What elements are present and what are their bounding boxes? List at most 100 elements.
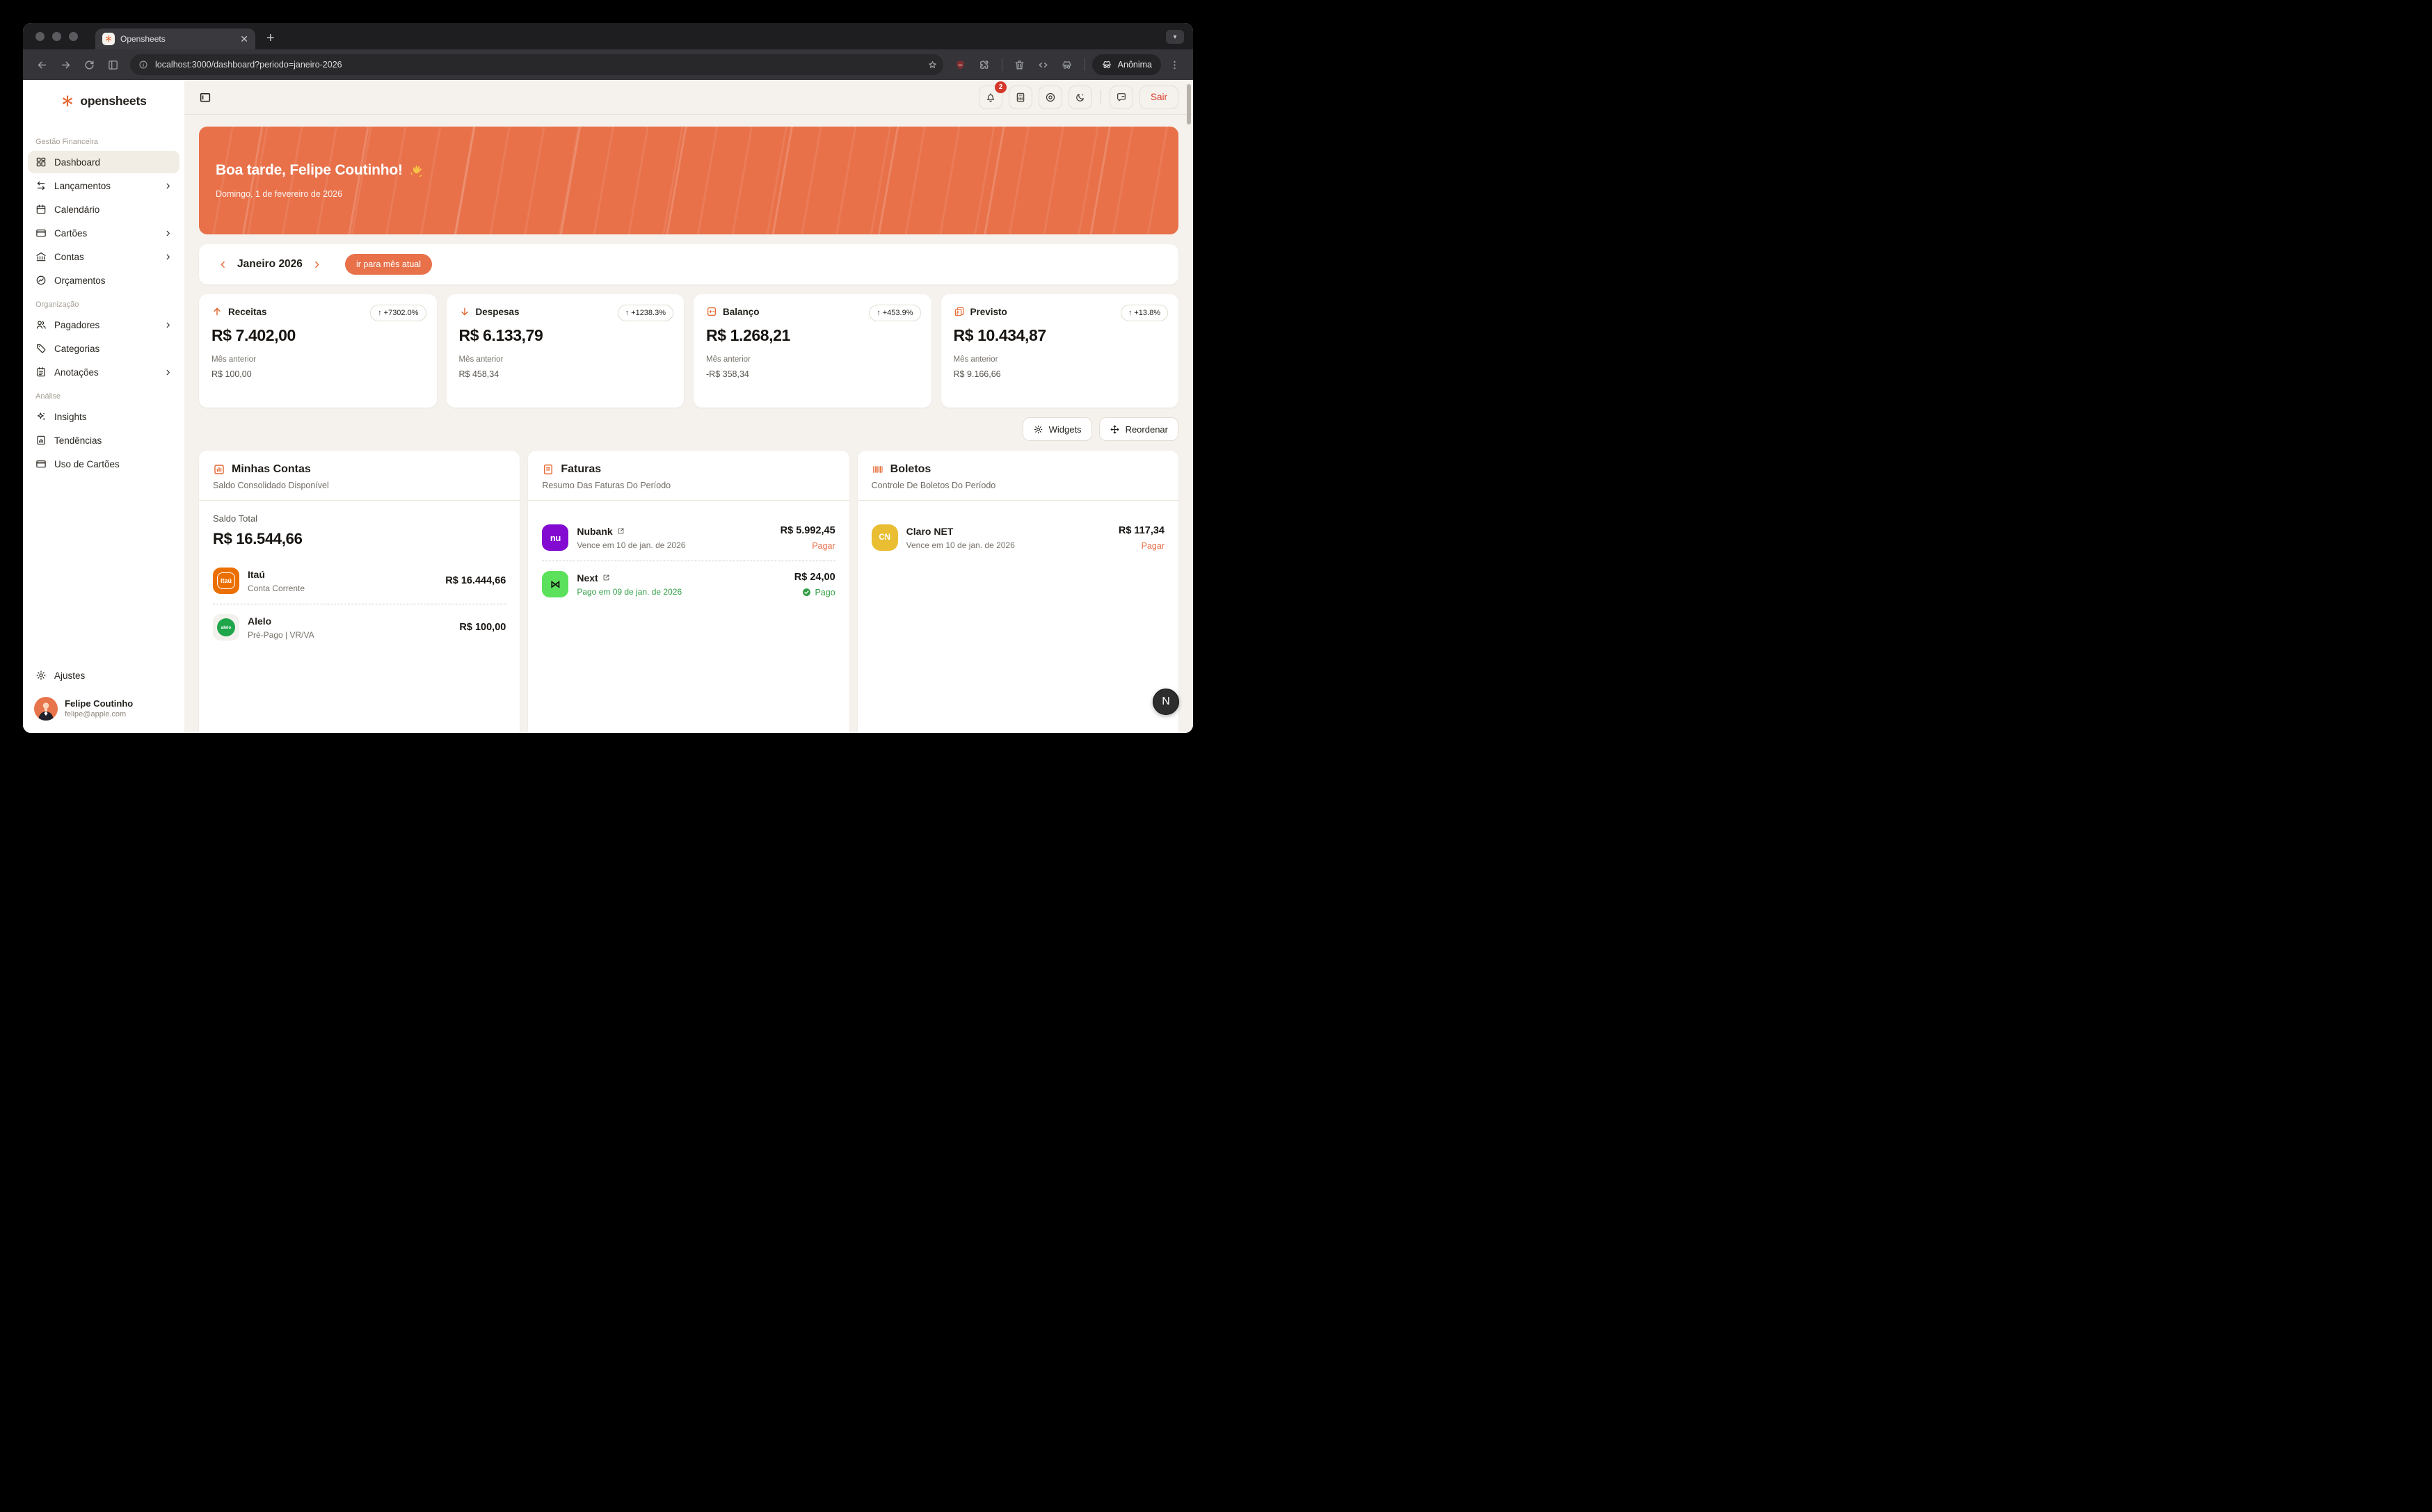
sidebar-item-lancamentos[interactable]: Lançamentos bbox=[28, 175, 179, 197]
reorder-button[interactable]: Reordenar bbox=[1098, 417, 1178, 441]
stat-title: Previsto bbox=[970, 306, 1007, 317]
dark-mode-button[interactable] bbox=[1068, 85, 1092, 109]
credit-card-icon bbox=[36, 460, 46, 468]
boleto-due: Vence em 10 de jan. de 2026 bbox=[906, 540, 1015, 550]
browser-window: Opensheets ✕ + ▾ localhost:3000/dashboar… bbox=[23, 23, 1193, 733]
sidebar-item-pagadores[interactable]: Pagadores bbox=[28, 314, 179, 336]
avatar bbox=[34, 697, 58, 721]
plus-minus-square-icon bbox=[706, 306, 717, 317]
gear-icon bbox=[36, 670, 46, 680]
new-tab-button[interactable]: + bbox=[266, 31, 275, 46]
external-link-icon[interactable] bbox=[617, 527, 625, 535]
url-bar[interactable]: localhost:3000/dashboard?periodo=janeiro… bbox=[130, 54, 943, 75]
back-icon[interactable] bbox=[31, 54, 52, 75]
trends-chart-icon bbox=[37, 435, 45, 445]
previous-month-chevron-icon[interactable] bbox=[214, 257, 232, 272]
close-window-button[interactable] bbox=[35, 32, 45, 41]
user-name: Felipe Coutinho bbox=[65, 698, 134, 709]
stat-badge: ↑ +7302.0% bbox=[370, 305, 426, 321]
itau-logo: itaú bbox=[213, 568, 239, 594]
bookmark-star-icon[interactable] bbox=[927, 60, 938, 70]
widgets-button[interactable]: Widgets bbox=[1022, 417, 1092, 441]
opensheets-favicon-icon bbox=[102, 33, 115, 45]
tab-search-chevron-icon[interactable]: ▾ bbox=[1166, 30, 1184, 44]
incognito-profile-badge[interactable]: Anônima bbox=[1091, 54, 1161, 75]
boleto-amount: R$ 117,34 bbox=[1118, 524, 1165, 536]
brand[interactable]: opensheets bbox=[23, 94, 184, 108]
sidebar-item-label: Calendário bbox=[54, 204, 100, 215]
stat-badge: ↑ +13.8% bbox=[1120, 305, 1168, 321]
sidebar-item-calendario[interactable]: Calendário bbox=[28, 198, 179, 220]
invoice-status-pagar[interactable]: Pagar bbox=[812, 540, 835, 551]
sidebar-item-orcamentos[interactable]: Orçamentos bbox=[28, 269, 179, 291]
stat-prev-label: Mês anterior bbox=[706, 355, 751, 364]
chat-icon bbox=[1117, 93, 1126, 102]
sidebar-item-ajustes[interactable]: Ajustes bbox=[28, 664, 179, 686]
stat-prev-value: R$ 100,00 bbox=[211, 369, 252, 379]
trash-icon[interactable] bbox=[1009, 54, 1030, 75]
sidebar-toggle-icon[interactable] bbox=[199, 91, 211, 104]
stat-value: R$ 6.133,79 bbox=[458, 326, 543, 344]
invoice-name: Next bbox=[577, 572, 598, 584]
account-row-itau[interactable]: itaú Itaú Conta Corrente R$ 16.444,66 bbox=[213, 561, 506, 601]
boleto-row-claro-net[interactable]: CN Claro NET Vence em 10 de jan. de 2026… bbox=[871, 517, 1165, 558]
sidebar-item-insights[interactable]: Insights bbox=[28, 405, 179, 428]
logout-button[interactable]: Sair bbox=[1139, 85, 1178, 109]
claro-net-logo: CN bbox=[871, 524, 898, 551]
window-controls[interactable] bbox=[35, 32, 78, 41]
boleto-status-pagar[interactable]: Pagar bbox=[1141, 540, 1165, 551]
stat-title: Despesas bbox=[475, 306, 520, 317]
browser-tab[interactable]: Opensheets ✕ bbox=[95, 29, 255, 49]
sidebar-item-tendencias[interactable]: Tendências bbox=[28, 429, 179, 451]
sidebar-item-label: Tendências bbox=[54, 435, 102, 446]
extensions-puzzle-icon[interactable] bbox=[974, 54, 995, 75]
current-month-button[interactable]: ir para mês atual bbox=[344, 254, 433, 275]
external-link-icon[interactable] bbox=[602, 574, 610, 581]
calculator-button[interactable] bbox=[1008, 85, 1032, 109]
stat-prev-value: R$ 458,34 bbox=[458, 369, 499, 379]
devtools-code-icon[interactable] bbox=[1033, 54, 1054, 75]
invoice-row-next[interactable]: ⋈ Next Pago em 09 de jan. de 2026 R$ 24,… bbox=[542, 564, 835, 604]
notifications-button[interactable]: 2 bbox=[978, 81, 1007, 109]
wave-emoji-icon bbox=[410, 165, 422, 177]
calendar-icon bbox=[36, 204, 46, 214]
banknote-icon bbox=[954, 306, 965, 317]
scrollbar-thumb[interactable] bbox=[1187, 84, 1191, 124]
sidebar-item-anotacoes[interactable]: Anotações bbox=[28, 361, 179, 383]
users-icon bbox=[36, 321, 46, 329]
sidebar-item-contas[interactable]: Contas bbox=[28, 246, 179, 268]
sidebar-item-uso-de-cartoes[interactable]: Uso de Cartões bbox=[28, 453, 179, 475]
total-balance-value: R$ 16.544,66 bbox=[213, 530, 303, 547]
greeting-text: Boa tarde, Felipe Coutinho! bbox=[216, 162, 403, 178]
privacy-eye-button[interactable] bbox=[1038, 85, 1062, 109]
incognito-icon[interactable] bbox=[1057, 54, 1078, 75]
user-profile[interactable]: Felipe Coutinho felipe@apple.com bbox=[23, 687, 184, 722]
move-icon bbox=[1110, 425, 1119, 433]
reload-icon[interactable] bbox=[79, 54, 99, 75]
maximize-window-button[interactable] bbox=[69, 32, 78, 41]
check-circle-icon bbox=[803, 588, 811, 596]
budget-trend-icon bbox=[36, 275, 46, 285]
sidebar-item-cartoes[interactable]: Cartões bbox=[28, 222, 179, 244]
sidebar-item-dashboard[interactable]: Dashboard bbox=[28, 151, 179, 173]
adblock-shield-icon[interactable] bbox=[950, 54, 971, 75]
minimize-window-button[interactable] bbox=[52, 32, 61, 41]
site-info-icon[interactable] bbox=[138, 60, 148, 70]
feedback-button[interactable] bbox=[1109, 85, 1133, 109]
main-panel: 2 Sair Boa tarde, Felipe Coutinho! bbox=[184, 80, 1193, 733]
forward-icon[interactable] bbox=[55, 54, 76, 75]
tab-close-icon[interactable]: ✕ bbox=[240, 33, 248, 45]
account-row-alelo[interactable]: alelo Alelo Pré-Pago | VR/VA R$ 100,00 bbox=[213, 607, 506, 648]
sidebar-item-categorias[interactable]: Categorias bbox=[28, 337, 179, 360]
invoice-row-nubank[interactable]: nu Nubank Vence em 10 de jan. de 2026 R$… bbox=[542, 517, 835, 558]
app-header: 2 Sair bbox=[184, 80, 1193, 115]
reading-list-icon[interactable] bbox=[102, 54, 123, 75]
next-month-chevron-icon[interactable] bbox=[308, 257, 326, 272]
reorder-button-label: Reordenar bbox=[1125, 424, 1168, 435]
section-label: Gestão Financeira bbox=[35, 138, 98, 146]
browser-menu-kebab-icon[interactable] bbox=[1164, 54, 1185, 75]
account-detail: Pré-Pago | VR/VA bbox=[248, 629, 314, 640]
nextjs-dev-button[interactable]: N bbox=[1153, 689, 1179, 715]
widget-subtitle: Saldo Consolidado Disponível bbox=[213, 481, 329, 490]
bell-icon bbox=[987, 93, 994, 102]
